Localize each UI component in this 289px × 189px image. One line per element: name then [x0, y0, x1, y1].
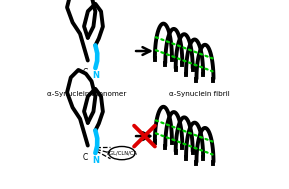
Text: α-Synuclein monomer: α-Synuclein monomer: [47, 91, 127, 97]
Ellipse shape: [109, 146, 135, 160]
Text: PGL/CLN/CA: PGL/CLN/CA: [106, 151, 137, 156]
Text: N: N: [92, 156, 99, 165]
Text: N: N: [92, 71, 99, 80]
Text: C: C: [83, 153, 88, 162]
Text: C: C: [83, 68, 88, 77]
Text: α-Synuclein fibril: α-Synuclein fibril: [169, 91, 230, 97]
